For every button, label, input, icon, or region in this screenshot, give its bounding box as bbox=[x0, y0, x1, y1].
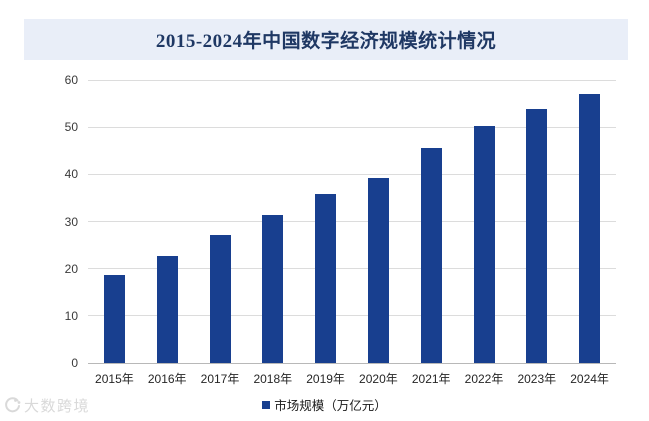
bar-2021年 bbox=[420, 148, 442, 363]
bar-2022年 bbox=[473, 126, 495, 363]
watermark-text: 大数跨境 bbox=[24, 398, 91, 415]
y-tick-label: 0 bbox=[71, 356, 78, 370]
y-tick-label: 40 bbox=[64, 167, 78, 182]
gridline bbox=[88, 221, 616, 222]
x-tick-label: 2019年 bbox=[306, 372, 345, 386]
bar-2016年 bbox=[156, 256, 178, 363]
gridline bbox=[88, 173, 616, 175]
gridline bbox=[88, 79, 616, 81]
x-tick-label: 2020年 bbox=[359, 372, 398, 386]
x-tick-label: 2017年 bbox=[200, 372, 240, 386]
legend-label: 市场规模（万亿元） bbox=[274, 399, 387, 413]
bar-2019年 bbox=[315, 194, 337, 363]
x-tick-label: 2024年 bbox=[570, 372, 609, 386]
gridline bbox=[88, 126, 616, 128]
y-tick-label: 10 bbox=[64, 308, 78, 323]
x-tick-label: 2015年 bbox=[95, 372, 134, 386]
bar-2020年 bbox=[367, 178, 389, 363]
x-tick-label: 2021年 bbox=[411, 372, 451, 386]
y-tick-label: 20 bbox=[64, 261, 78, 276]
chart-legend: 市场规模（万亿元） bbox=[0, 395, 649, 414]
title-banner: 2015-2024年中国数字经济规模统计情况 bbox=[24, 19, 628, 60]
x-tick-label: 2016年 bbox=[147, 372, 187, 386]
watermark: 大数跨境 bbox=[4, 395, 90, 416]
watermark-logo-icon bbox=[5, 397, 21, 413]
bar-chart-plot-area bbox=[88, 79, 616, 364]
bar-2015年 bbox=[103, 275, 125, 363]
page-title: 2015-2024年中国数字经济规模统计情况 bbox=[155, 31, 497, 52]
y-tick-label: 60 bbox=[64, 73, 78, 87]
y-tick-label: 30 bbox=[64, 214, 78, 229]
x-tick-label: 2018年 bbox=[253, 372, 293, 386]
x-tick-label: 2022年 bbox=[464, 372, 504, 386]
gridline bbox=[88, 315, 616, 317]
gridline bbox=[88, 268, 616, 270]
legend-swatch-icon bbox=[262, 400, 271, 409]
x-tick-label: 2023年 bbox=[517, 372, 557, 386]
bar-2017年 bbox=[209, 234, 231, 363]
y-tick-label: 50 bbox=[64, 120, 78, 135]
bar-2024年 bbox=[579, 94, 601, 363]
bar-2018年 bbox=[262, 215, 284, 363]
bar-2023年 bbox=[526, 108, 548, 363]
